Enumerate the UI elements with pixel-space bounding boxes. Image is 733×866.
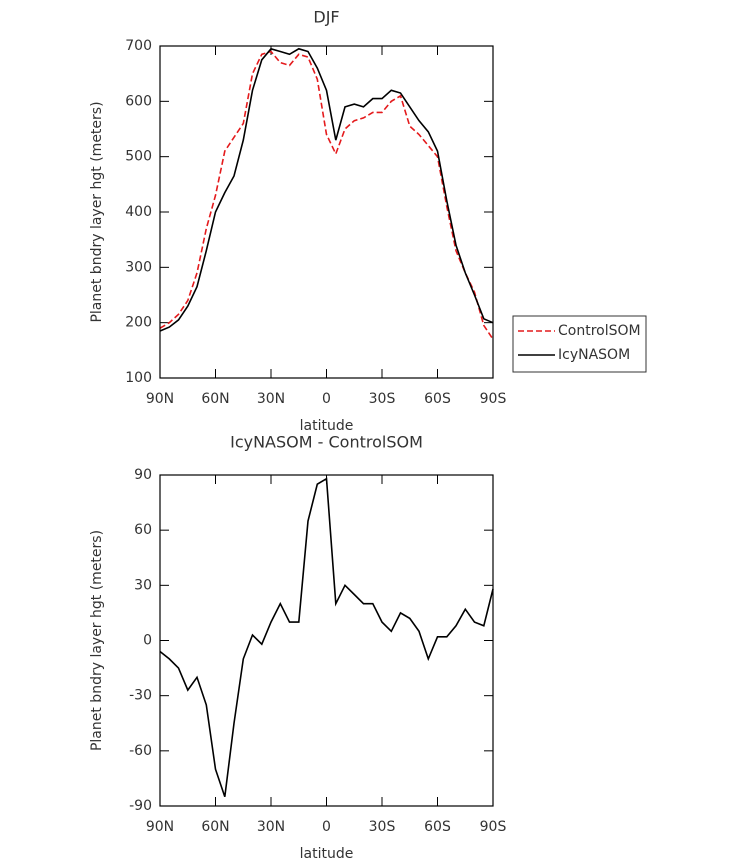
x-axis-label: latitude [300,846,354,862]
x-tick-label: 90N [146,391,174,407]
legend-box [512,315,647,373]
y-tick-label: 90 [134,467,152,483]
y-tick-label: 60 [134,522,152,538]
x-tick-label: 60S [424,391,451,407]
data-line [159,50,494,340]
x-tick-label: 90S [480,819,507,835]
x-tick-label: 30N [257,391,285,407]
y-tick-label: 600 [125,93,152,109]
x-tick-label: 60N [201,819,229,835]
y-tick-label: 100 [125,370,152,386]
x-axis-label: latitude [300,418,354,434]
data-line [159,47,494,332]
y-tick-label: -90 [129,798,152,814]
x-tick-label: 60S [424,819,451,835]
chart-title: DJF [313,8,339,27]
y-tick-label: 0 [143,633,152,649]
y-axis-label: Planet bndry layer hgt (meters) [89,101,105,322]
data-line [159,477,494,798]
y-tick-label: 300 [125,259,152,275]
y-tick-label: 400 [125,204,152,220]
y-tick-label: -60 [129,743,152,759]
y-axis-label: Planet bndry layer hgt (meters) [89,530,105,751]
y-tick-label: 500 [125,149,152,165]
x-tick-label: 30S [369,391,396,407]
y-tick-label: 200 [125,315,152,331]
chart-title: IcyNASOM - ControlSOM [230,433,423,452]
legend-label: ControlSOM [558,323,641,339]
x-tick-label: 30N [257,819,285,835]
x-tick-label: 60N [201,391,229,407]
y-tick-label: 30 [134,577,152,593]
y-tick-label: 700 [125,38,152,54]
x-tick-label: 90N [146,819,174,835]
x-tick-label: 30S [369,819,396,835]
plot-frame [159,45,494,379]
x-tick-label: 0 [322,391,331,407]
x-tick-label: 90S [480,391,507,407]
legend-label: IcyNASOM [558,347,630,363]
y-tick-label: -30 [129,688,152,704]
plot-frame [159,474,494,807]
x-tick-label: 0 [322,819,331,835]
